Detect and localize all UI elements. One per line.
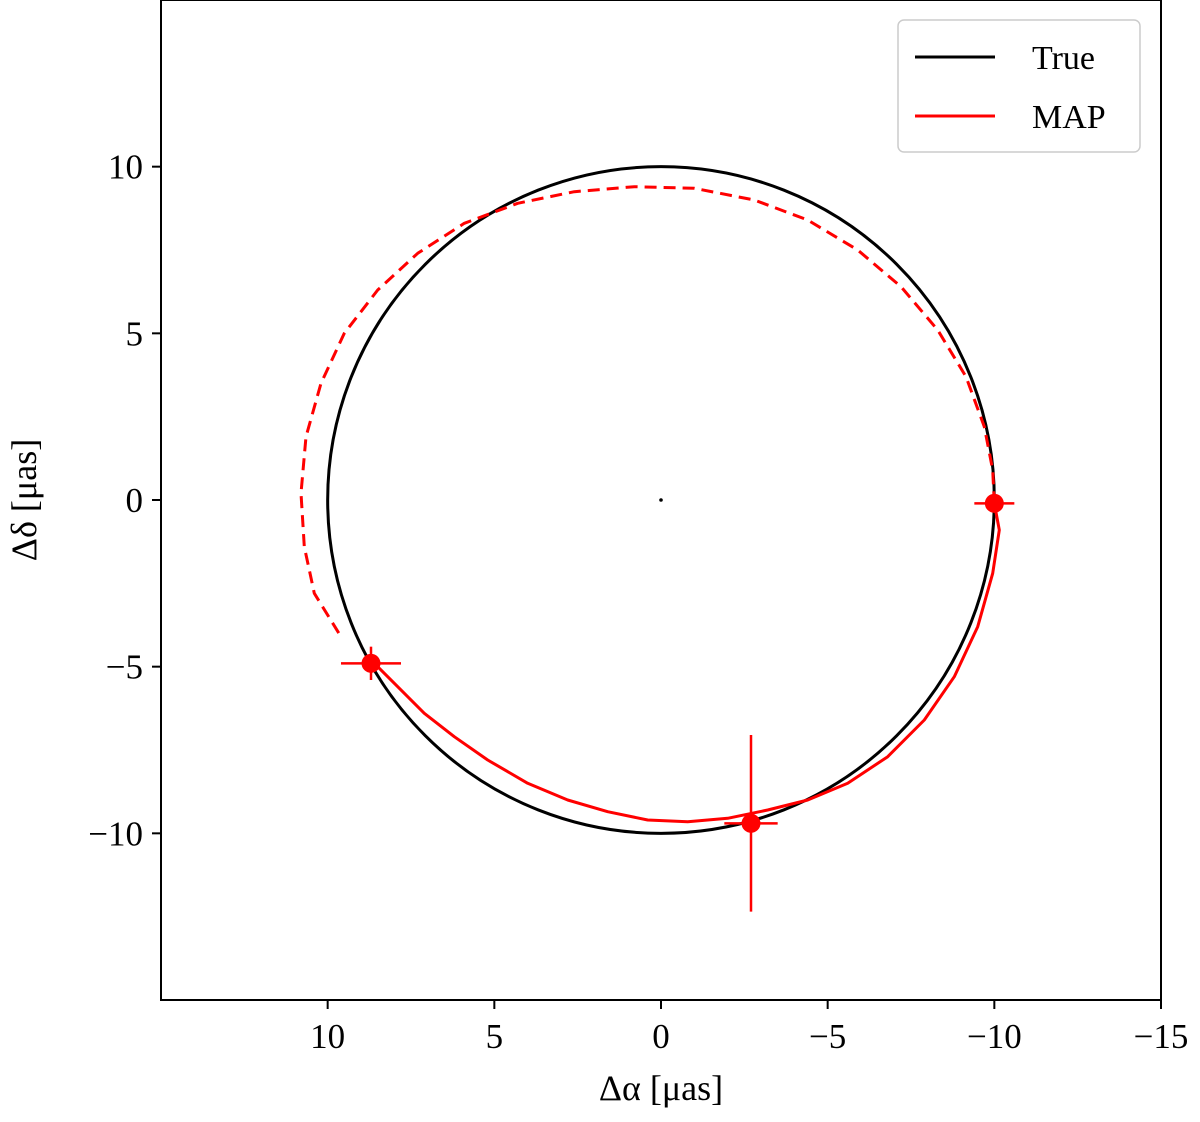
series-map-solid <box>373 503 1001 824</box>
obs-point-1 <box>361 653 381 673</box>
legend-label-true: True <box>1032 40 1095 77</box>
y-tick-label-1: 5 <box>126 314 144 353</box>
x-axis-label: Δα [μas] <box>599 1068 723 1108</box>
x-tick-label-5: −15 <box>1134 1017 1189 1056</box>
y-tick-label-2: 0 <box>126 481 144 520</box>
y-tick-label-4: −10 <box>88 814 143 853</box>
y-axis: 10 5 0 −5 −10 <box>88 148 161 853</box>
legend-box <box>897 19 1141 153</box>
y-axis-label: Δδ [μas] <box>4 439 44 561</box>
x-tick-label-4: −10 <box>967 1017 1022 1056</box>
legend-label-map: MAP <box>1032 99 1106 136</box>
x-axis: 10 5 0 −5 −10 −15 <box>310 1000 1188 1056</box>
x-tick-label-1: 5 <box>486 1017 504 1056</box>
x-tick-label-0: 10 <box>310 1017 345 1056</box>
plot-content <box>299 165 1015 912</box>
x-tick-label-2: 0 <box>652 1017 670 1056</box>
x-tick-label-3: −5 <box>809 1017 846 1056</box>
y-tick-label-3: −5 <box>106 648 143 687</box>
y-tick-label-0: 10 <box>108 148 143 187</box>
center-marker <box>659 498 663 502</box>
obs-point-2 <box>741 813 761 833</box>
legend: True MAP <box>897 19 1141 153</box>
series-map-dashed <box>299 185 996 638</box>
obs-point-0 <box>984 493 1004 513</box>
